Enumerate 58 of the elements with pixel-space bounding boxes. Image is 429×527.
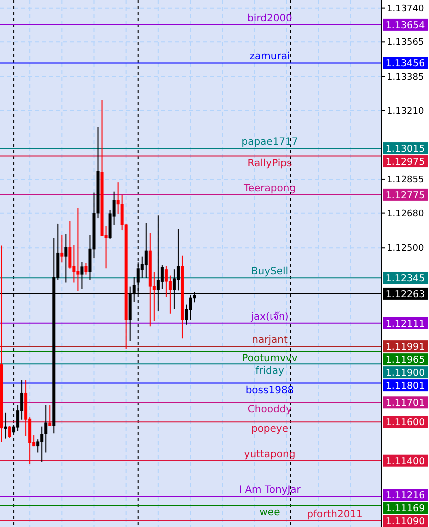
- candlestick: [40, 426, 44, 463]
- ref-line-label: zamurai: [250, 52, 290, 63]
- candlestick: [72, 244, 76, 284]
- ref-line-label: narjant: [252, 335, 288, 346]
- ref-line-label: boss1988: [246, 385, 294, 396]
- y-tick-label: 1.12855: [387, 175, 424, 186]
- text: 1.11600: [386, 418, 426, 429]
- ref-line-label: papae1717: [242, 137, 298, 148]
- text: 1.12775: [386, 190, 426, 202]
- ref-line-label: wee: [260, 508, 280, 519]
- ref-line-label: bird2000: [248, 13, 292, 24]
- text: 1.11900: [386, 368, 426, 380]
- candlestick: [80, 262, 84, 290]
- candlestick: [64, 234, 68, 284]
- text: 1.11169: [386, 504, 426, 514]
- ref-line-label: RallyPips: [248, 158, 292, 170]
- ref-line-label: yuttapong: [244, 449, 296, 460]
- candlestick: [164, 266, 168, 298]
- candlestick: [8, 426, 12, 439]
- candlestick: [68, 220, 72, 270]
- y-tick-label: 1.12500: [387, 244, 424, 254]
- text: 1.12111: [386, 318, 426, 330]
- ref-line-label: Teerapong: [242, 183, 296, 194]
- ref-line-label: BuySell: [251, 266, 289, 278]
- y-tick-label: 1.12680: [387, 209, 424, 220]
- text: 1.13015: [386, 144, 426, 156]
- y-tick-label: 1.13385: [387, 72, 424, 83]
- y-tick-label: 1.13740: [387, 4, 424, 14]
- text: 1.11701: [386, 398, 426, 410]
- ref-line-label: pforth2011: [307, 509, 363, 520]
- ref-line-label: I Am TonyJar: [239, 484, 302, 496]
- text: 1.13456: [386, 58, 426, 70]
- text: 1.11400: [386, 456, 426, 468]
- text: 1.11216: [386, 490, 426, 502]
- candlestick: [84, 262, 88, 276]
- candlestick: [44, 404, 48, 454]
- text: 1.12263: [386, 289, 426, 300]
- candlestick: [160, 265, 164, 290]
- candlestick: [176, 228, 180, 292]
- ref-line-label: jax(เจ๊ก): [250, 310, 289, 323]
- candlestick: [48, 404, 52, 427]
- y-tick-label: 1.13565: [387, 38, 424, 48]
- ref-line-label: popeye: [251, 424, 289, 436]
- text: 1.12975: [386, 157, 426, 168]
- text: 1.11965: [386, 355, 426, 366]
- candlestick: [76, 208, 80, 292]
- candlestick: [4, 412, 8, 440]
- ref-line-label: Chooddy: [248, 404, 292, 416]
- ref-line-label: Pootumvvv: [242, 354, 298, 365]
- candlestick: [60, 234, 64, 264]
- y-tick-label: 1.13210: [387, 106, 424, 117]
- candlestick: [144, 222, 148, 279]
- text: 1.12345: [386, 274, 426, 285]
- text: 1.11991: [386, 342, 426, 354]
- text: 1.13654: [386, 20, 426, 32]
- ref-line-label: friday: [256, 366, 284, 378]
- text: 1.11801: [386, 381, 426, 392]
- text: 1.11090: [386, 516, 426, 527]
